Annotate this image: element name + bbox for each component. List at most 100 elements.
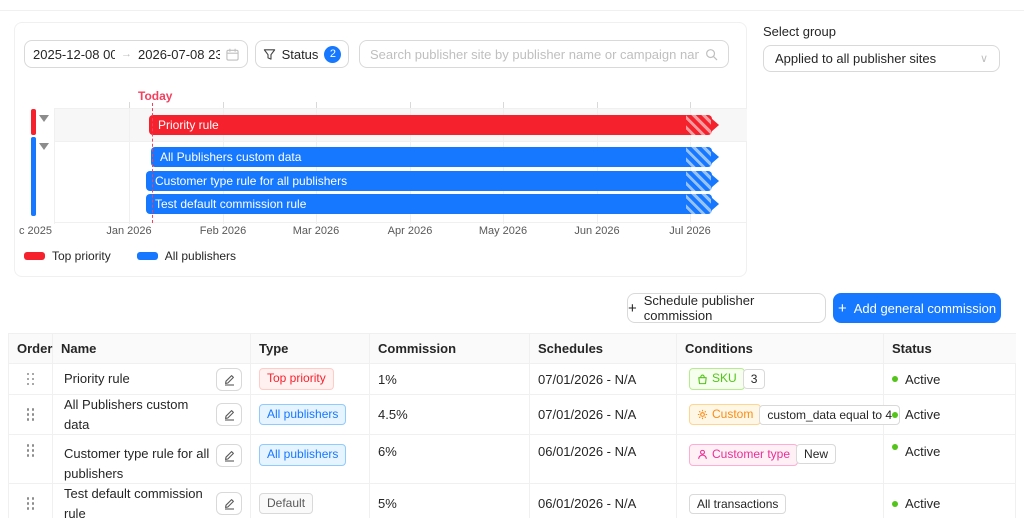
- legend-item-all-publishers: All publishers: [136, 249, 237, 263]
- drag-handle-icon[interactable]: [26, 497, 35, 510]
- gantt-bar-test-default-rule[interactable]: Test default commission rule: [146, 194, 719, 214]
- edit-rule-button[interactable]: [216, 492, 242, 515]
- gantt-legend: Top priority All publishers: [24, 249, 236, 263]
- axis-label-dec-2025: c 2025: [19, 225, 53, 237]
- schedule-value: 06/01/2026 - N/A: [538, 496, 637, 511]
- condition-value: New: [796, 444, 837, 464]
- pencil-icon: [224, 451, 234, 462]
- axis-tick: [223, 102, 224, 108]
- group-strip-all-publishers: [31, 137, 36, 216]
- commission-rules-table: Order Name Type Commission Schedules Con…: [8, 333, 1016, 518]
- gantt-bar-label: All Publishers custom data: [160, 150, 302, 164]
- gantt-bar-label: Customer type rule for all publishers: [155, 174, 348, 188]
- rule-name: Customer type rule for all publishers: [64, 446, 210, 481]
- status-filter-label: Status: [281, 46, 319, 62]
- legend-label: All publishers: [164, 249, 237, 263]
- axis-label-mar-2026: Mar 2026: [292, 225, 340, 237]
- edit-rule-button[interactable]: [216, 367, 242, 391]
- gantt-bar-customer-type-rule[interactable]: Customer type rule for all publishers: [146, 171, 719, 191]
- filter-funnel-icon: [263, 48, 275, 60]
- schedule-button-label: Schedule publisher commission: [643, 293, 755, 323]
- legend-label: Top priority: [52, 249, 111, 263]
- select-group-label: Select group: [763, 24, 836, 39]
- pencil-icon: [224, 374, 234, 386]
- select-group-value: Applied to all publisher sites: [775, 51, 937, 66]
- shopping-bag-icon: [698, 374, 707, 384]
- gantt-bar-all-publishers-custom-data[interactable]: All Publishers custom data: [151, 147, 719, 167]
- gantt-bar-label: Priority rule: [158, 118, 219, 132]
- edit-rule-button[interactable]: [216, 444, 242, 467]
- add-button-label: Add general commission: [853, 300, 997, 316]
- plus-icon: +: [628, 299, 637, 317]
- column-header-commission: Commission: [370, 334, 530, 364]
- gantt-bar-hatch: [686, 115, 712, 135]
- condition-tag-sku: SKU: [689, 368, 745, 390]
- condition-value: custom_data equal to 4: [759, 404, 901, 425]
- column-header-conditions: Conditions: [677, 334, 884, 364]
- status-active-dot: [892, 444, 898, 450]
- type-tag: Default: [259, 492, 314, 515]
- legend-swatch-blue: [136, 252, 158, 260]
- table-row: Customer type rule for all publishers Al…: [9, 435, 1016, 484]
- schedule-publisher-commission-button[interactable]: + Schedule publisher commission: [627, 293, 826, 323]
- drag-handle-icon[interactable]: [26, 372, 35, 386]
- gantt-panel: 2025-12-08 00:0 → 2026-07-08 23:5 Status…: [14, 22, 747, 277]
- axis-label-feb-2026: Feb 2026: [199, 225, 247, 237]
- type-tag: Top priority: [259, 368, 334, 390]
- commission-value: 1%: [378, 371, 397, 387]
- search-box[interactable]: [359, 40, 729, 68]
- today-marker-line: [152, 103, 153, 223]
- axis-tick: [690, 102, 691, 108]
- search-input[interactable]: [370, 46, 699, 62]
- date-end-value[interactable]: 2026-07-08 23:5: [138, 46, 220, 62]
- legend-item-top-priority: Top priority: [24, 249, 111, 263]
- status-active-dot: [892, 411, 898, 418]
- plus-icon: +: [837, 299, 847, 317]
- rule-name: All Publishers custom data: [64, 397, 189, 432]
- column-header-schedules: Schedules: [530, 334, 677, 364]
- gantt-bar-priority-rule[interactable]: Priority rule: [149, 115, 719, 135]
- table-row: Test default commission rule Default 5% …: [9, 484, 1015, 518]
- pencil-icon: [224, 410, 234, 421]
- gantt-bar-arrow: [711, 150, 719, 164]
- column-header-name: Name: [53, 334, 251, 364]
- grid-line: [54, 109, 55, 224]
- drag-handle-icon[interactable]: [26, 408, 35, 421]
- date-start-value[interactable]: 2025-12-08 00:0: [33, 46, 115, 62]
- schedule-value: 06/01/2026 - N/A: [538, 444, 637, 459]
- today-label: Today: [138, 89, 173, 103]
- person-icon: [698, 450, 707, 460]
- table-row: All Publishers custom data All publisher…: [9, 395, 1016, 435]
- table-row: Priority rule Top priority 1% 07/01/2026…: [9, 364, 1016, 395]
- schedule-value: 07/01/2026 - N/A: [538, 371, 637, 387]
- date-range-picker[interactable]: 2025-12-08 00:0 → 2026-07-08 23:5: [24, 40, 248, 68]
- drag-handle-icon[interactable]: [26, 444, 35, 457]
- gantt-bar-arrow: [711, 174, 719, 188]
- gear-icon: [697, 409, 708, 420]
- axis-tick: [316, 102, 317, 108]
- status-filter-button[interactable]: Status 2: [255, 40, 349, 68]
- status-active-dot: [892, 500, 898, 507]
- select-group-dropdown[interactable]: Applied to all publisher sites ∨: [763, 45, 1000, 72]
- schedule-value: 07/01/2026 - N/A: [538, 407, 637, 422]
- group-strip-top-priority: [31, 109, 36, 135]
- status-text: Active: [905, 444, 941, 459]
- collapse-group-top-priority-icon[interactable]: [39, 115, 49, 122]
- edit-rule-button[interactable]: [216, 403, 242, 426]
- status-active-dot: [892, 376, 898, 382]
- axis-label-jun-2026: Jun 2026: [574, 225, 620, 237]
- condition-value: 3: [742, 369, 766, 389]
- add-general-commission-button[interactable]: + Add general commission: [833, 293, 1001, 323]
- chevron-down-icon: ∨: [979, 53, 988, 65]
- gantt-bar-hatch: [686, 171, 712, 191]
- grid-line: [129, 109, 130, 224]
- gantt-bar-arrow: [711, 197, 719, 211]
- collapse-group-all-publishers-icon[interactable]: [39, 143, 49, 150]
- legend-swatch-red: [24, 252, 45, 260]
- table-header-row: Order Name Type Commission Schedules Con…: [9, 334, 1016, 364]
- date-range-arrow-icon: →: [121, 48, 132, 60]
- gantt-bar-hatch: [686, 194, 712, 214]
- axis-label-jan-2026: Jan 2026: [106, 225, 152, 237]
- commission-value: 4.5%: [378, 407, 408, 422]
